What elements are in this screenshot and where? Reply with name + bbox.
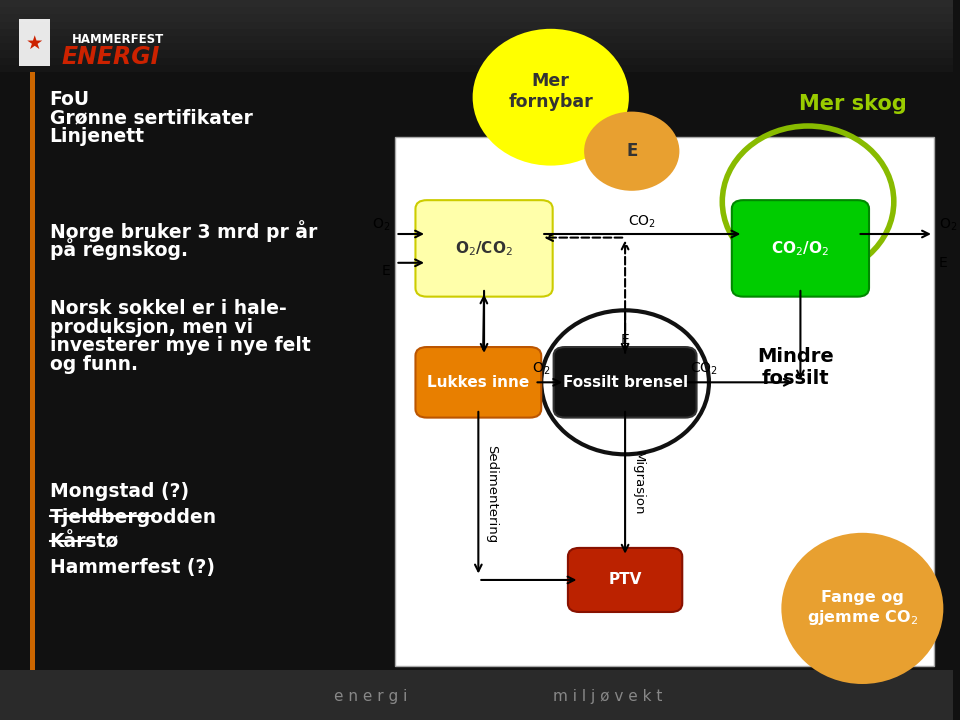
FancyBboxPatch shape — [732, 200, 869, 297]
Text: HAMMERFEST: HAMMERFEST — [71, 33, 164, 46]
FancyBboxPatch shape — [0, 0, 953, 72]
Ellipse shape — [584, 112, 680, 191]
Text: Fange og
gjemme CO$_2$: Fange og gjemme CO$_2$ — [806, 590, 918, 627]
Text: Mer skog: Mer skog — [799, 94, 906, 114]
Text: O$_2$/CO$_2$: O$_2$/CO$_2$ — [455, 239, 513, 258]
Text: Sedimentering: Sedimentering — [485, 446, 498, 544]
Text: O$_2$: O$_2$ — [532, 360, 550, 377]
FancyBboxPatch shape — [19, 19, 50, 66]
FancyBboxPatch shape — [0, 7, 953, 14]
Text: Mongstad (?): Mongstad (?) — [50, 482, 189, 501]
FancyBboxPatch shape — [0, 670, 953, 720]
Text: Lukkes inne: Lukkes inne — [427, 375, 530, 390]
Text: Grønne sertifikater: Grønne sertifikater — [50, 109, 252, 127]
FancyBboxPatch shape — [554, 347, 697, 418]
Text: og funn.: og funn. — [50, 355, 137, 374]
Text: FoU: FoU — [50, 90, 89, 109]
Text: Mindre
fossilt: Mindre fossilt — [757, 347, 834, 387]
Text: E: E — [939, 256, 948, 270]
FancyBboxPatch shape — [0, 43, 953, 50]
Text: Kårstø: Kårstø — [50, 533, 119, 552]
Text: E: E — [621, 333, 630, 347]
FancyBboxPatch shape — [0, 58, 953, 65]
FancyBboxPatch shape — [416, 347, 541, 418]
Text: på regnskog.: på regnskog. — [50, 238, 187, 261]
Text: Hammerfest (?): Hammerfest (?) — [50, 558, 214, 577]
Text: m i l j ø v e k t: m i l j ø v e k t — [553, 689, 662, 703]
Text: Fossilt brensel: Fossilt brensel — [563, 375, 687, 390]
Text: O$_2$: O$_2$ — [939, 216, 957, 233]
Text: investerer mye i nye felt: investerer mye i nye felt — [50, 336, 310, 355]
Text: E: E — [626, 143, 637, 161]
Ellipse shape — [472, 29, 629, 166]
Ellipse shape — [781, 533, 944, 684]
Text: CO$_2$: CO$_2$ — [690, 360, 718, 377]
Text: PTV: PTV — [609, 572, 642, 588]
Text: CO$_2$/O$_2$: CO$_2$/O$_2$ — [772, 239, 829, 258]
Text: produksjon, men vi: produksjon, men vi — [50, 318, 252, 336]
Text: Norsk sokkel er i hale-: Norsk sokkel er i hale- — [50, 299, 286, 318]
Text: Linjenett: Linjenett — [50, 127, 145, 146]
FancyBboxPatch shape — [568, 548, 683, 612]
FancyBboxPatch shape — [0, 65, 953, 72]
Text: e n e r g i: e n e r g i — [333, 689, 407, 703]
FancyBboxPatch shape — [31, 72, 36, 670]
FancyBboxPatch shape — [0, 29, 953, 36]
Text: CO$_2$: CO$_2$ — [628, 213, 657, 230]
Text: E: E — [382, 264, 391, 278]
FancyBboxPatch shape — [416, 200, 553, 297]
Text: Norge bruker 3 mrd pr år: Norge bruker 3 mrd pr år — [50, 220, 317, 242]
Text: Migrasjon: Migrasjon — [632, 451, 645, 515]
FancyBboxPatch shape — [396, 137, 934, 666]
FancyBboxPatch shape — [0, 14, 953, 22]
Text: Tjeldbergodden: Tjeldbergodden — [50, 508, 217, 526]
FancyBboxPatch shape — [0, 36, 953, 43]
FancyBboxPatch shape — [0, 0, 953, 7]
Text: Mer
fornybar: Mer fornybar — [509, 72, 593, 111]
Text: O$_2$: O$_2$ — [372, 216, 391, 233]
FancyBboxPatch shape — [0, 22, 953, 29]
Text: ENERGI: ENERGI — [62, 45, 160, 69]
FancyBboxPatch shape — [0, 50, 953, 58]
Text: ★: ★ — [26, 34, 43, 53]
